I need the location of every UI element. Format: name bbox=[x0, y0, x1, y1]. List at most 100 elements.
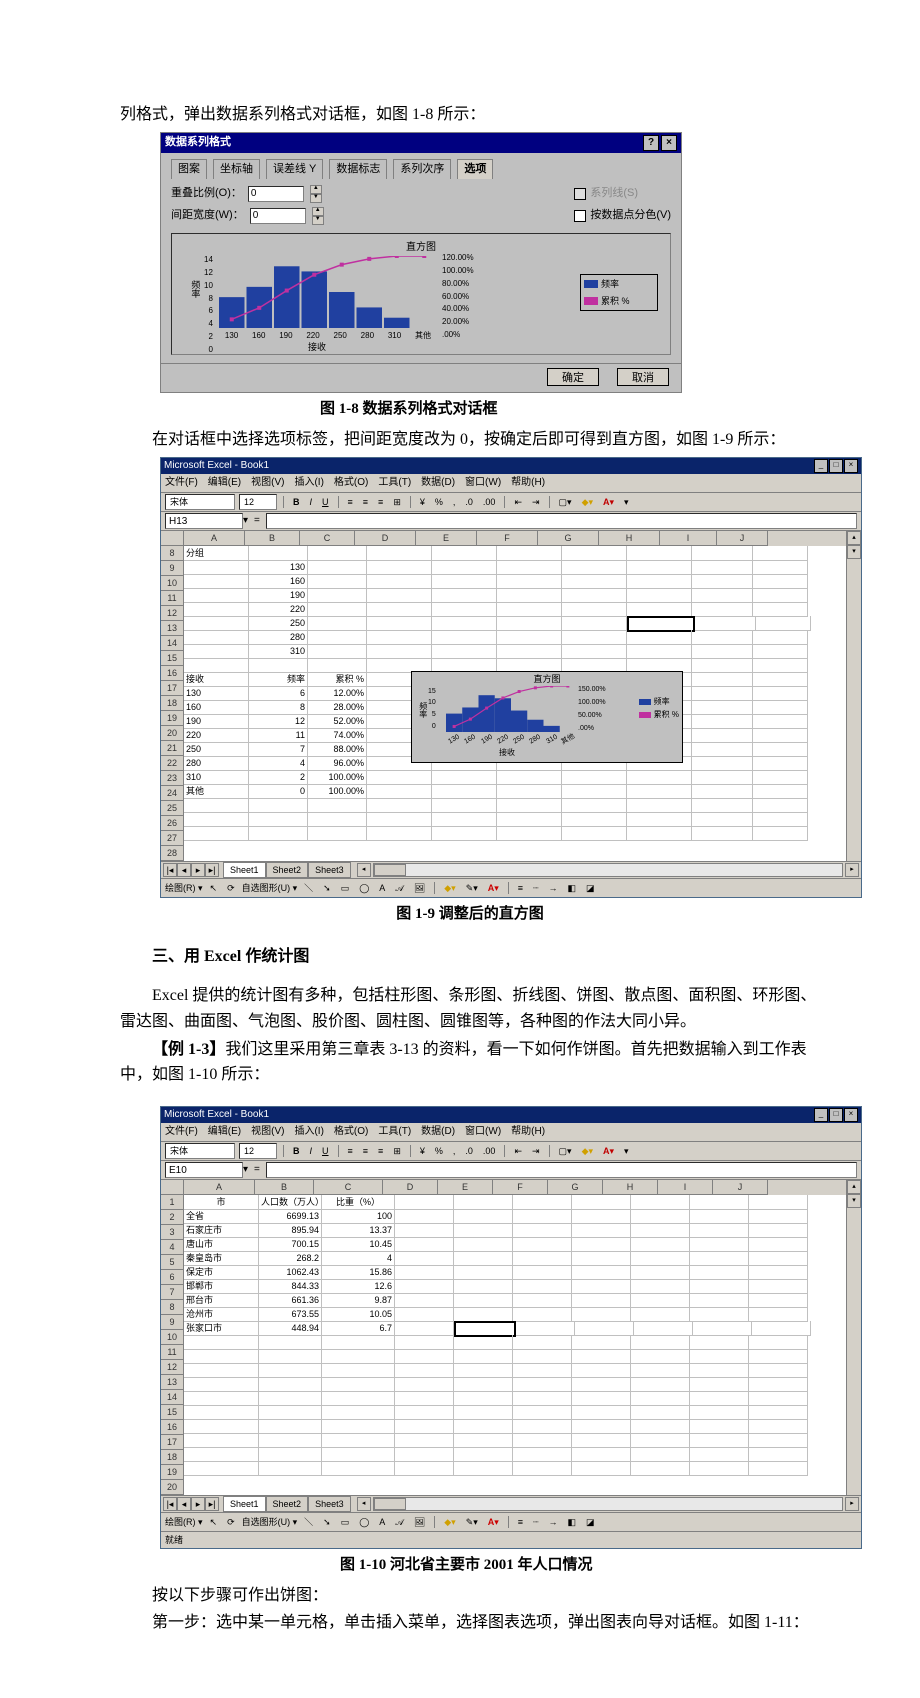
cell[interactable] bbox=[322, 1391, 395, 1406]
cell[interactable]: 累积 % bbox=[308, 672, 367, 687]
cell[interactable] bbox=[454, 1279, 513, 1294]
size-select[interactable]: 12 bbox=[239, 1143, 277, 1159]
row-header[interactable]: 4 bbox=[161, 1240, 183, 1255]
arrow-style-tool[interactable]: → bbox=[545, 1514, 560, 1530]
cell[interactable] bbox=[690, 1251, 749, 1266]
vert-scrollbar[interactable]: ▴▾ bbox=[846, 1180, 861, 1495]
cell[interactable]: 4 bbox=[249, 756, 308, 771]
menu-item[interactable]: 帮助(H) bbox=[511, 1124, 545, 1140]
minimize-icon[interactable]: _ bbox=[814, 1108, 828, 1122]
cell[interactable] bbox=[749, 1293, 808, 1308]
row-header[interactable]: 10 bbox=[161, 576, 183, 591]
cell[interactable] bbox=[259, 1461, 322, 1476]
cell[interactable] bbox=[627, 644, 692, 659]
arrow-tool[interactable]: ➘ bbox=[320, 1514, 334, 1530]
embedded-histogram[interactable]: 直方图 频率 151050 150.00%100.00%50.00%.00% 1… bbox=[411, 671, 683, 763]
cell[interactable] bbox=[432, 546, 497, 561]
row-header[interactable]: 20 bbox=[161, 726, 183, 741]
cell[interactable] bbox=[395, 1307, 454, 1322]
cell[interactable]: 310 bbox=[184, 770, 249, 785]
cell[interactable] bbox=[497, 588, 562, 603]
cell[interactable] bbox=[562, 574, 627, 589]
cell[interactable] bbox=[562, 630, 627, 645]
cell[interactable] bbox=[631, 1349, 690, 1364]
cell[interactable] bbox=[308, 630, 367, 645]
cell[interactable]: 10.45 bbox=[322, 1237, 395, 1252]
cell[interactable] bbox=[562, 588, 627, 603]
row-header[interactable]: 20 bbox=[161, 1480, 183, 1495]
cell[interactable] bbox=[322, 1433, 395, 1448]
cell[interactable] bbox=[184, 1349, 259, 1364]
cell[interactable]: 邢台市 bbox=[184, 1293, 259, 1308]
cell[interactable] bbox=[692, 756, 753, 771]
menu-item[interactable]: 帮助(H) bbox=[511, 475, 545, 491]
cell[interactable] bbox=[322, 1405, 395, 1420]
cell[interactable] bbox=[572, 1461, 631, 1476]
cell[interactable] bbox=[395, 1377, 454, 1392]
arrow-style-tool[interactable]: → bbox=[545, 880, 560, 896]
col-header[interactable]: C bbox=[314, 1180, 383, 1195]
close-button[interactable]: × bbox=[661, 135, 677, 151]
excel-titlebar[interactable]: Microsoft Excel - Book1 _ □ × bbox=[161, 1107, 861, 1123]
cell[interactable] bbox=[513, 1307, 572, 1322]
cell[interactable] bbox=[497, 630, 562, 645]
cell[interactable] bbox=[627, 630, 692, 645]
cell[interactable] bbox=[432, 812, 497, 827]
cell[interactable] bbox=[395, 1321, 454, 1336]
cell[interactable] bbox=[454, 1335, 513, 1350]
cell[interactable]: 673.55 bbox=[259, 1307, 322, 1322]
cell[interactable] bbox=[749, 1307, 808, 1322]
cell[interactable] bbox=[259, 1405, 322, 1420]
cell[interactable]: 其他 bbox=[184, 784, 249, 799]
cell[interactable]: 市 bbox=[184, 1195, 259, 1210]
cell[interactable] bbox=[308, 658, 367, 673]
cell[interactable] bbox=[749, 1251, 808, 1266]
cell[interactable] bbox=[572, 1405, 631, 1420]
cell[interactable] bbox=[395, 1209, 454, 1224]
cell[interactable] bbox=[249, 658, 308, 673]
cell[interactable] bbox=[322, 1349, 395, 1364]
dialog-tab[interactable]: 误差线 Y bbox=[266, 159, 323, 180]
select-objects-button[interactable]: ↖ bbox=[207, 880, 221, 896]
font-select[interactable]: 宋体 bbox=[165, 494, 235, 510]
col-header[interactable]: J bbox=[717, 531, 768, 546]
cell[interactable]: 张家口市 bbox=[184, 1321, 259, 1336]
cell[interactable] bbox=[572, 1307, 631, 1322]
currency-button[interactable]: ¥ bbox=[417, 494, 428, 510]
cell[interactable] bbox=[308, 616, 367, 631]
cell[interactable] bbox=[692, 560, 753, 575]
cell[interactable] bbox=[367, 784, 432, 799]
cell[interactable] bbox=[513, 1265, 572, 1280]
cell[interactable] bbox=[184, 1377, 259, 1392]
cell[interactable] bbox=[690, 1349, 749, 1364]
font-color-button[interactable]: A▾ bbox=[600, 1143, 617, 1159]
cell[interactable] bbox=[184, 574, 249, 589]
cell[interactable] bbox=[249, 812, 308, 827]
tab-nav[interactable]: |◂◂▸▸| bbox=[163, 863, 219, 877]
row-header[interactable]: 13 bbox=[161, 621, 183, 636]
textbox-tool[interactable]: A bbox=[376, 1514, 388, 1530]
line-tool[interactable]: ＼ bbox=[301, 1514, 316, 1530]
cell[interactable] bbox=[497, 798, 562, 813]
cell[interactable] bbox=[259, 1419, 322, 1434]
cell[interactable]: 100 bbox=[322, 1209, 395, 1224]
merge-button[interactable]: ⊞ bbox=[390, 1143, 404, 1159]
cell[interactable]: 6699.13 bbox=[259, 1209, 322, 1224]
cell[interactable] bbox=[432, 560, 497, 575]
cell[interactable] bbox=[513, 1391, 572, 1406]
dec-decimal-button[interactable]: .00 bbox=[480, 494, 499, 510]
cell[interactable]: 280 bbox=[184, 756, 249, 771]
cell[interactable]: 石家庄市 bbox=[184, 1223, 259, 1238]
cell[interactable] bbox=[432, 644, 497, 659]
cell[interactable] bbox=[259, 1391, 322, 1406]
cell[interactable] bbox=[631, 1265, 690, 1280]
cell[interactable] bbox=[513, 1195, 572, 1210]
cell[interactable]: 100.00% bbox=[308, 784, 367, 799]
cell[interactable] bbox=[308, 588, 367, 603]
fill-color-button[interactable]: ◆▾ bbox=[579, 494, 596, 510]
cell[interactable] bbox=[753, 798, 808, 813]
oval-tool[interactable]: ◯ bbox=[356, 1514, 372, 1530]
cell[interactable] bbox=[454, 1209, 513, 1224]
cell[interactable] bbox=[259, 1363, 322, 1378]
close-icon[interactable]: × bbox=[844, 459, 858, 473]
